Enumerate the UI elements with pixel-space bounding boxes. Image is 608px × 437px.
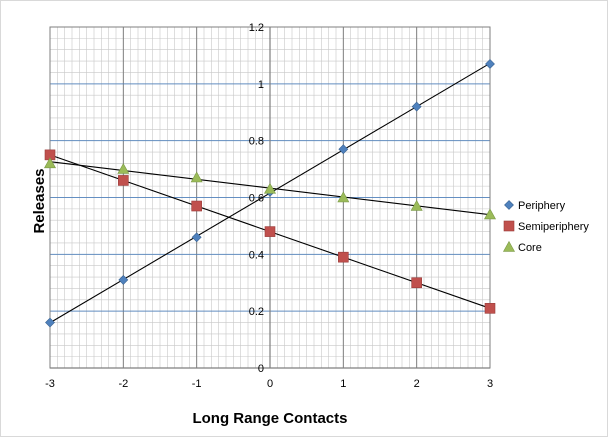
y-tick-label: 1	[258, 79, 264, 91]
point-periphery	[485, 59, 495, 69]
x-tick-label: 0	[267, 378, 273, 390]
point-core	[117, 162, 130, 174]
point-semiperiphery	[264, 226, 276, 237]
point-semiperiphery	[118, 175, 129, 186]
axes	[49, 26, 491, 369]
point-core	[483, 208, 497, 220]
point-periphery	[411, 101, 422, 112]
point-semiperiphery	[411, 277, 422, 289]
legend-marker-semiperiphery	[503, 220, 515, 232]
point-semiperiphery	[484, 303, 496, 314]
y-tick-label: 0.6	[249, 193, 264, 205]
point-core	[337, 191, 350, 203]
point-core	[190, 171, 203, 183]
point-semiperiphery	[338, 251, 349, 263]
point-periphery	[338, 144, 349, 155]
y-tick-label: 0.4	[249, 249, 264, 261]
data-markers	[43, 59, 497, 328]
y-axis-title: Releases	[31, 168, 48, 233]
x-tick-label: 1	[340, 378, 346, 390]
y-tick-label: 0.2	[249, 306, 264, 318]
y-tick-label: 1.2	[249, 22, 264, 34]
point-periphery	[118, 274, 129, 285]
legend-label-semiperiphery: Semiperiphery	[518, 221, 589, 233]
x-tick-label: 3	[487, 378, 493, 390]
point-core	[410, 199, 423, 211]
legend: Periphery Semiperiphery Core	[502, 200, 589, 254]
x-tick-label: -2	[118, 378, 128, 390]
legend-label-periphery: Periphery	[518, 200, 566, 212]
x-tick-label: 2	[414, 378, 420, 390]
point-semiperiphery	[191, 200, 202, 212]
point-core	[43, 157, 57, 169]
x-axis-title: Long Range Contacts	[192, 410, 347, 427]
legend-label-core: Core	[518, 242, 542, 254]
plot-border	[49, 26, 491, 369]
y-tick-label: 0	[258, 363, 264, 375]
tick-labels: -3 -2 -1 0 1 2 3 0 0.2 0.4 0.6 0.8 1 1.2	[45, 22, 493, 390]
point-periphery	[45, 317, 55, 328]
legend-marker-periphery	[504, 200, 514, 210]
point-periphery	[191, 232, 202, 243]
legend-marker-core	[502, 240, 516, 252]
x-tick-label: -1	[192, 378, 202, 390]
point-core	[263, 182, 277, 194]
y-tick-label: 0.8	[249, 136, 264, 148]
x-tick-label: -3	[45, 378, 55, 390]
